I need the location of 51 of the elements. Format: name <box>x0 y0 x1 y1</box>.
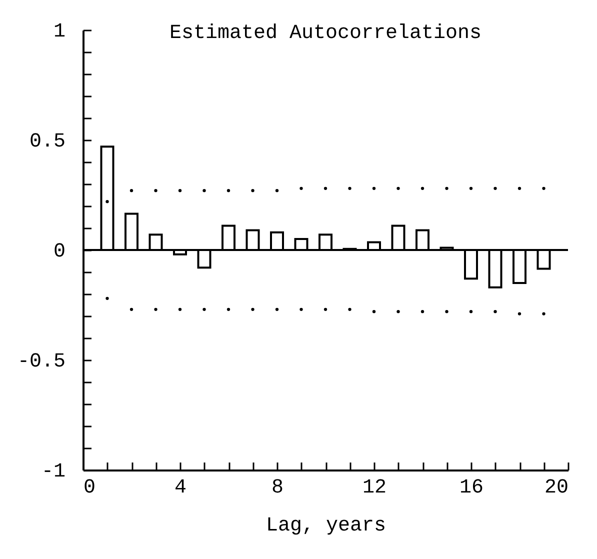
x-tick-label: 4 <box>174 476 187 500</box>
point <box>178 308 182 311</box>
point <box>226 189 230 192</box>
chart-title: Estimated Autocorrelations <box>169 22 482 45</box>
point <box>106 200 109 204</box>
point <box>420 310 424 314</box>
x-tick-label: 20 <box>544 476 568 500</box>
point <box>202 189 206 192</box>
point <box>372 186 376 190</box>
y-tick-label: 1 <box>53 20 66 44</box>
y-tick-label: -1 <box>41 460 66 484</box>
point <box>300 308 303 311</box>
point <box>494 186 497 190</box>
point <box>154 189 158 192</box>
point <box>348 308 352 311</box>
point <box>226 308 230 311</box>
point <box>396 186 400 190</box>
point <box>154 308 158 311</box>
point <box>202 308 206 311</box>
y-tick-label: 0.5 <box>29 130 66 154</box>
y-tick-label: 0 <box>53 240 66 264</box>
x-tick-label: 12 <box>362 476 387 500</box>
y-tick-label: -0.5 <box>17 350 66 374</box>
point <box>275 308 279 311</box>
point <box>106 296 109 300</box>
point <box>324 308 328 311</box>
point <box>445 310 448 314</box>
point <box>396 310 400 314</box>
point <box>372 310 376 314</box>
point <box>420 186 424 190</box>
point <box>348 186 352 190</box>
x-tick-label: 16 <box>459 476 484 500</box>
x-tick-label: 0 <box>84 476 96 500</box>
point <box>178 189 182 192</box>
point <box>469 310 473 314</box>
point <box>324 186 328 190</box>
point <box>251 189 254 192</box>
point <box>518 312 522 316</box>
x-tick-label: 8 <box>271 476 284 500</box>
point <box>130 308 134 311</box>
point <box>445 186 448 190</box>
point <box>300 186 303 190</box>
point <box>542 186 546 190</box>
point <box>469 186 473 190</box>
point <box>130 189 134 192</box>
point <box>518 186 522 190</box>
point <box>251 308 254 311</box>
x-axis-title: Lag, years <box>266 514 386 538</box>
point <box>494 310 497 314</box>
point <box>542 312 546 316</box>
point <box>275 189 279 192</box>
